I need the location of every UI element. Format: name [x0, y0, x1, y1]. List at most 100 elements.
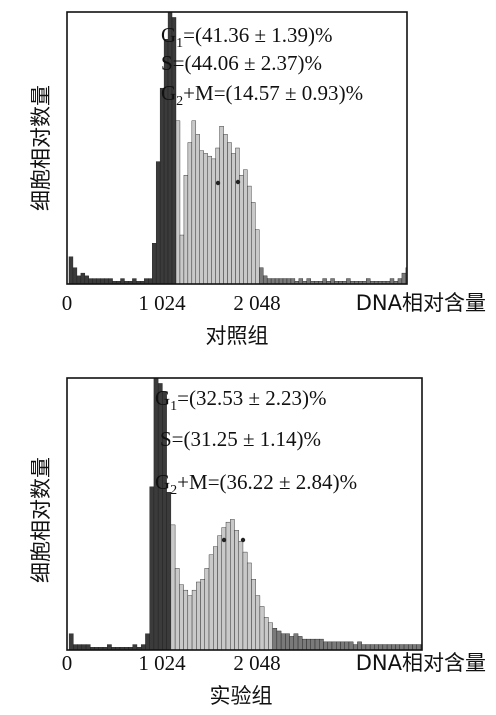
x-tick-label: 2 048 [233, 291, 280, 315]
experiment-panel: 细胞相对数量 0 1 024 2 048 DNA相对含量 实验组 G1=(32.… [0, 360, 496, 710]
g2m-annotation: G2+M=(14.57 ± 0.93)% [161, 81, 363, 109]
histogram-bar [330, 278, 335, 285]
histogram-bar [211, 158, 216, 285]
histogram-bar [204, 568, 210, 651]
histogram-bar [403, 644, 409, 651]
histogram-bar [88, 278, 93, 285]
histogram-bar [179, 234, 185, 285]
histogram-bar [382, 644, 388, 651]
histogram-bar [200, 579, 205, 651]
histogram-bar [366, 278, 371, 285]
histogram-bar [361, 644, 367, 651]
histogram-bar [179, 584, 184, 651]
histogram-bar [230, 519, 235, 651]
y-axis-label: 细胞相对数量 [29, 85, 53, 211]
histogram-bar [242, 551, 248, 651]
histogram-bar [219, 126, 224, 285]
histogram-bar [293, 633, 299, 651]
x-tick-label: 1 024 [138, 291, 186, 315]
histogram-bar [231, 153, 236, 285]
histogram-bar [68, 256, 74, 285]
g2m-annotation: G2+M=(36.22 ± 2.84)% [155, 470, 357, 498]
histogram-bar [266, 278, 272, 285]
experiment-chart: 细胞相对数量 0 1 024 2 048 DNA相对含量 实验组 G1=(32.… [29, 377, 486, 708]
dot-marker [215, 180, 221, 186]
y-axis-label: 细胞相对数量 [29, 457, 53, 583]
histogram-bar [302, 638, 307, 651]
histogram-bar [152, 242, 157, 285]
histogram-bar [247, 185, 252, 285]
histogram-bar [278, 278, 284, 285]
histogram-bar [272, 628, 278, 651]
histogram-bar [132, 278, 137, 285]
histogram-bar [323, 641, 328, 651]
histogram-bar [259, 606, 265, 651]
histogram-bar [297, 636, 303, 651]
histogram-bar [81, 644, 87, 651]
x-axis-label: DNA相对含量 [356, 651, 486, 675]
histogram-bar [243, 169, 248, 285]
histogram-bar [399, 644, 405, 651]
histogram-bar [378, 644, 384, 651]
g1-annotation: G1=(32.53 ± 2.23)% [155, 386, 327, 414]
histogram-bar [348, 641, 354, 651]
histogram-bar [208, 554, 214, 651]
experiment-bars [68, 377, 423, 651]
histogram-bar [144, 278, 149, 285]
histogram-bar [255, 595, 261, 651]
histogram-bar [145, 633, 150, 651]
dot-marker [240, 537, 246, 543]
histogram-bar [286, 278, 292, 285]
histogram-bar [76, 275, 82, 285]
histogram-bar [72, 267, 78, 285]
plot-frame [66, 11, 408, 285]
histogram-bar [191, 589, 197, 651]
histogram-bar [175, 120, 181, 285]
g1-annotation: G1=(41.36 ± 1.39)% [161, 23, 333, 51]
histogram-bar [263, 617, 269, 651]
panel-caption: 实验组 [210, 684, 273, 708]
x-axis-label: DNA相对含量 [356, 291, 486, 315]
histogram-bar [389, 278, 395, 285]
histogram-bar [246, 562, 252, 651]
histogram-bar [213, 546, 218, 651]
histogram-bar [298, 278, 304, 285]
histogram-bar [234, 530, 239, 651]
histogram-bar [340, 641, 345, 651]
histogram-bar [191, 120, 197, 285]
histogram-bar [306, 278, 311, 285]
histogram-bar [270, 278, 276, 285]
histogram-bar [157, 383, 163, 651]
histogram-bar [84, 275, 89, 285]
histogram-bar [274, 278, 280, 285]
histogram-bar [344, 641, 350, 651]
histogram-bar [183, 589, 189, 651]
histogram-bar [412, 644, 417, 651]
histogram-bar [104, 278, 109, 285]
histogram-bar [401, 272, 407, 285]
histogram-bar [357, 641, 362, 651]
histogram-bar [85, 644, 91, 651]
histogram-bar [255, 229, 260, 285]
histogram-bar [251, 202, 256, 285]
histogram-bar [397, 278, 403, 285]
histogram-bar [80, 272, 86, 285]
histogram-bar [207, 155, 212, 285]
histogram-bar [174, 568, 180, 651]
histogram-bar [166, 492, 172, 651]
x-tick-label: 2 048 [233, 651, 280, 675]
histogram-bar [215, 147, 220, 285]
histogram-bar [108, 278, 113, 285]
histogram-bar [225, 521, 231, 651]
histogram-bar [120, 278, 125, 285]
x-tick-label: 1 024 [138, 651, 186, 675]
histogram-bar [408, 644, 413, 651]
histogram-bar [395, 644, 401, 651]
histogram-bar [148, 278, 153, 285]
control-chart: 细胞相对数量 0 1 024 2 048 DNA相对含量 对照组 G1=(41.… [29, 11, 486, 348]
control-bars [68, 11, 408, 285]
histogram-bar [336, 641, 341, 651]
histogram-bar [306, 638, 311, 651]
histogram-bar [238, 540, 244, 651]
histogram-bar [369, 644, 375, 651]
